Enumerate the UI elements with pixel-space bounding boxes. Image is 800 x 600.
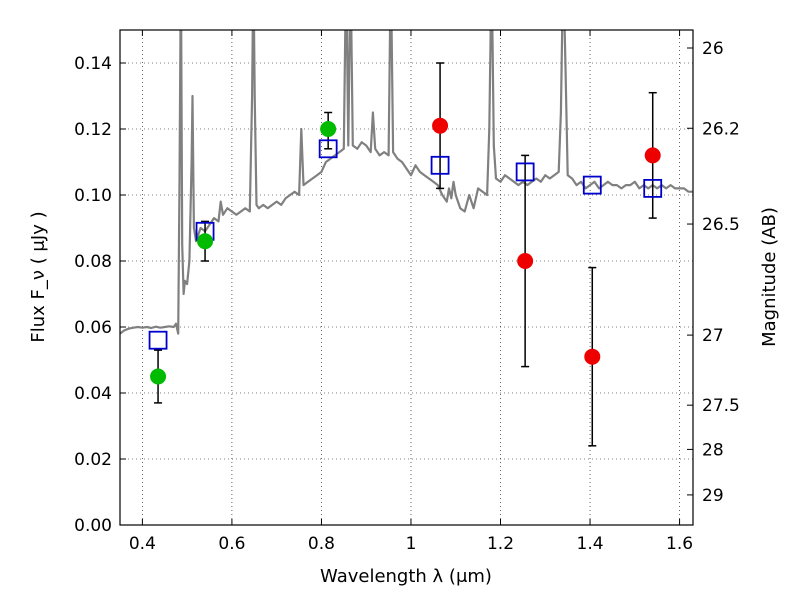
observed-optical-point — [320, 121, 337, 137]
right-tick-label: 29 — [702, 486, 724, 506]
y-axis-right-label: Magnitude (AB) — [759, 207, 780, 347]
y-tick-label: 0.14 — [74, 54, 112, 74]
model-square-marker — [430, 155, 450, 175]
y-axis-label: Flux F_ν ( μJy ) — [28, 211, 49, 342]
right-tick-label: 26 — [702, 39, 724, 59]
right-tick-label: 26.2 — [702, 119, 740, 139]
model-square-marker — [148, 330, 168, 350]
x-tick-layer: 0.4 0.6 0.8 1 1.2 1.4 1.6 — [129, 30, 693, 554]
grid-layer — [120, 30, 693, 526]
model-square-marker — [582, 175, 602, 195]
model-square-layer — [148, 139, 663, 350]
y-tick-label: 0.06 — [74, 318, 112, 338]
model-square-marker — [515, 162, 535, 182]
x-tick-label: 1.4 — [577, 534, 604, 554]
error-bar-layer — [154, 62, 657, 447]
observed-optical-point — [150, 368, 167, 385]
right-tick-label: 26.5 — [702, 215, 740, 235]
x-tick-label: 1.6 — [666, 534, 693, 554]
spectrum-layer — [120, 30, 693, 335]
observed-optical-point — [197, 233, 214, 250]
x-tick-label: 0.6 — [218, 534, 245, 554]
x-tick-label: 1 — [406, 534, 417, 554]
template-spectrum-line — [120, 30, 693, 335]
x-axis-label: Wavelength λ (μm) — [320, 566, 492, 587]
y-tick-label: 0.08 — [74, 252, 112, 272]
observed-nir-point — [432, 117, 449, 134]
plot-frame — [119, 29, 694, 526]
model-square-marker — [643, 178, 663, 198]
observed-point-layer — [150, 117, 661, 385]
right-tick-label: 27 — [702, 326, 724, 346]
model-square-marker — [318, 139, 338, 159]
x-tick-label: 0.4 — [129, 534, 156, 554]
observed-nir-point — [517, 253, 534, 269]
y-tick-label: 0.00 — [74, 516, 112, 536]
y-tick-label: 0.12 — [74, 120, 112, 140]
x-tick-label: 0.8 — [308, 534, 335, 554]
y-tick-layer: 0.00 0.02 0.04 0.06 0.08 0.10 0.12 0.14 — [74, 54, 126, 536]
right-tick-label: 28 — [702, 440, 724, 460]
observed-nir-point — [644, 147, 661, 164]
y-tick-label: 0.04 — [74, 384, 112, 404]
observed-nir-point — [584, 348, 601, 365]
y-tick-label: 0.02 — [74, 450, 112, 470]
y-tick-label: 0.10 — [74, 186, 112, 206]
right-tick-layer: 26 26.2 26.5 27 27.5 28 29 — [687, 39, 740, 506]
right-tick-label: 27.5 — [702, 396, 740, 416]
x-tick-label: 1.2 — [487, 534, 514, 554]
